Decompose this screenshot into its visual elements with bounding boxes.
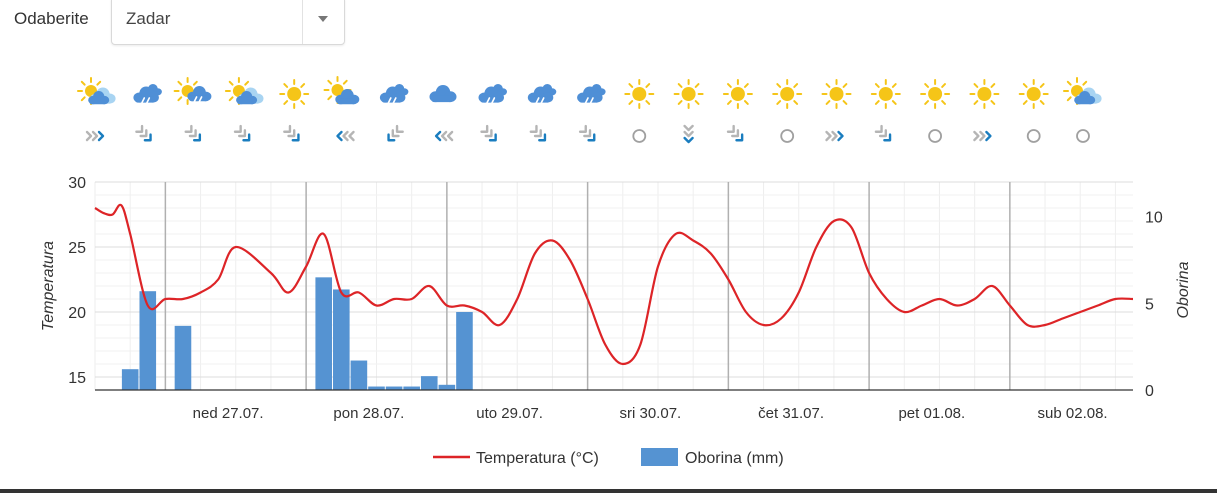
chart-grid [94,181,1133,390]
wind-west-icon [336,130,355,142]
y-left-tick-label: 30 [68,175,86,192]
sun-icon [821,79,852,109]
temperature-series-line [94,203,1134,366]
location-select[interactable]: Zadar [111,0,345,45]
wind-southeast-icon [184,124,202,142]
wind-southeast-icon [135,124,152,142]
y-left-axis-title: Temperatura [40,241,57,331]
wind-west-icon [434,130,454,142]
bottom-border [0,489,1217,493]
sun-icon [279,79,310,109]
x-tick-label: pon 28.07. [333,405,404,422]
rain-cloud-icon [379,84,409,105]
location-select-value: Zadar [126,9,171,28]
weather-icons-row [77,76,1102,109]
precipitation-bar [121,369,139,390]
partly-cloudy-icon [1063,77,1102,105]
x-tick-label: sri 30.07. [620,405,682,422]
sun-icon [870,79,901,109]
wind-southeast-icon [283,124,300,142]
chart-axes: ned 27.07. pon 28.07. uto 29.07. sri 30.07.… [40,175,1192,422]
x-tick-label: ned 27.07. [193,405,264,422]
cloud-icon [429,85,457,103]
wind-icons-row [85,124,1090,144]
wind-east-icon [85,130,105,142]
wind-southeast-icon [529,124,547,142]
wind-south-icon [683,124,694,144]
forecast-chart: ned 27.07. pon 28.07. uto 29.07. sri 30.07.… [40,76,1192,467]
precipitation-bar [139,291,157,390]
precipitation-bar [368,386,385,390]
precipitation-bar [315,277,333,390]
precipitation-bar [333,289,350,390]
rain-cloud-icon [133,84,162,105]
wind-southeast-icon [874,124,892,142]
sun-icon [673,79,704,109]
legend-swatch-precipitation [641,448,678,466]
sun-icon [772,79,803,109]
sun-rain-cloud-icon [173,77,212,105]
wind-calm-icon [928,129,942,143]
precipitation-bar [456,312,473,390]
wind-southeast-icon [578,124,596,142]
wind-southeast-icon [480,124,497,142]
legend-label-temperature: Temperatura (°C) [476,450,599,467]
temperature-line [94,203,1134,366]
wind-southwest-icon [387,124,404,142]
location-select-label: Odaberite [14,9,89,28]
wind-east-icon [825,130,844,142]
x-tick-label: uto 29.07. [476,405,543,422]
y-right-tick-label: 0 [1145,383,1154,400]
wind-calm-icon [1076,129,1090,143]
chart-legend: Temperatura (°C) Oborina (mm) [433,448,784,467]
select-divider [302,0,303,44]
location-toolbar: Odaberite Zadar [0,0,1217,46]
partly-cloudy-icon [224,77,264,105]
x-tick-label: sub 02.08. [1038,405,1108,422]
sun-icon [969,79,1000,109]
partly-cloudy-icon [77,77,116,105]
precipitation-bar [174,325,192,390]
wind-southeast-icon [233,124,251,142]
rain-cloud-icon [478,84,507,105]
legend-label-precipitation: Oborina (mm) [685,450,784,467]
wind-east-icon [973,130,992,142]
y-right-tick-label: 10 [1145,210,1163,227]
precipitation-bar [420,376,438,390]
rain-cloud-icon [577,84,606,105]
wind-calm-icon [1026,129,1041,143]
y-left-tick-label: 20 [68,305,86,322]
sun-icon [624,79,655,109]
chevron-down-icon[interactable] [318,16,328,22]
y-right-axis-title: Oborina [1175,261,1192,318]
wind-southeast-icon [726,124,744,142]
rain-cloud-icon [527,84,557,105]
precipitation-bar [403,386,420,390]
sun-cloud-icon [323,76,360,105]
y-right-tick-label: 5 [1145,296,1154,313]
x-tick-label: čet 31.07. [758,405,824,422]
sun-icon [722,79,753,109]
y-left-tick-label: 25 [68,240,86,257]
y-left-tick-label: 15 [68,370,86,387]
wind-calm-icon [632,129,647,143]
sun-icon [920,79,951,109]
wind-calm-icon [780,129,795,143]
x-tick-label: pet 01.08. [898,405,965,422]
sun-icon [1018,79,1049,109]
precipitation-bars [121,277,473,390]
precipitation-bar [385,386,403,390]
precipitation-bar [438,384,456,390]
precipitation-bar [350,360,368,390]
